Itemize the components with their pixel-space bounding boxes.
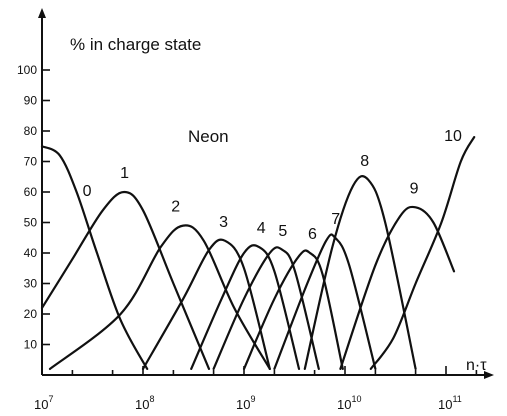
y-tick-label: 60 [24,185,38,199]
chart-title: % in charge state [70,35,201,54]
charge-state-6-label: 6 [308,226,317,243]
x-tick-label: 109 [236,394,255,412]
y-tick-label: 50 [24,216,38,230]
x-ticks: 107 108 109 1010 1011 [34,366,478,412]
x-axis-label: n·τ [466,357,487,374]
charge-state-10-curve [369,136,476,370]
y-tick-label: 40 [24,246,38,260]
y-tick-label: 80 [24,124,38,138]
series-curves [40,136,476,370]
charge-state-5-label: 5 [278,223,287,240]
y-tick-label: 10 [24,338,38,352]
y-axis-arrow [38,8,46,18]
y-ticks: 10 20 30 40 50 60 70 80 90 100 [17,63,50,352]
charge-state-8-curve [303,175,417,370]
y-tick-label: 90 [24,94,38,108]
charge-state-1-curve [40,190,211,370]
charge-state-7-label: 7 [331,211,340,228]
y-tick-label: 100 [17,63,37,77]
charge-state-6-curve [242,249,344,370]
x-tick-label: 108 [135,394,154,412]
charge-state-0-label: 0 [83,183,92,200]
charge-state-4-curve [190,244,301,370]
charge-state-3-curve [141,238,271,370]
charge-state-1-label: 1 [120,165,129,182]
charge-state-9-label: 9 [410,180,419,197]
charge-state-4-label: 4 [257,220,266,237]
y-tick-label: 30 [24,277,38,291]
x-tick-label: 1010 [337,394,361,412]
charge-state-2-label: 2 [171,199,180,216]
y-tick-label: 20 [24,307,38,321]
charge-state-9-curve [339,205,456,370]
neon-annotation: Neon [188,127,229,146]
charge-state-0-curve [40,145,149,370]
charge-state-5-curve [212,246,320,370]
charge-state-10-label: 10 [444,128,462,145]
x-tick-label: 1011 [438,394,462,412]
charge-state-3-label: 3 [219,214,228,231]
y-tick-label: 70 [24,155,38,169]
charge-state-7-curve [273,233,377,370]
charge-state-8-label: 8 [360,153,369,170]
x-axis-arrow [484,371,494,379]
x-tick-label: 107 [34,394,53,412]
charge-state-2-curve [48,224,271,370]
